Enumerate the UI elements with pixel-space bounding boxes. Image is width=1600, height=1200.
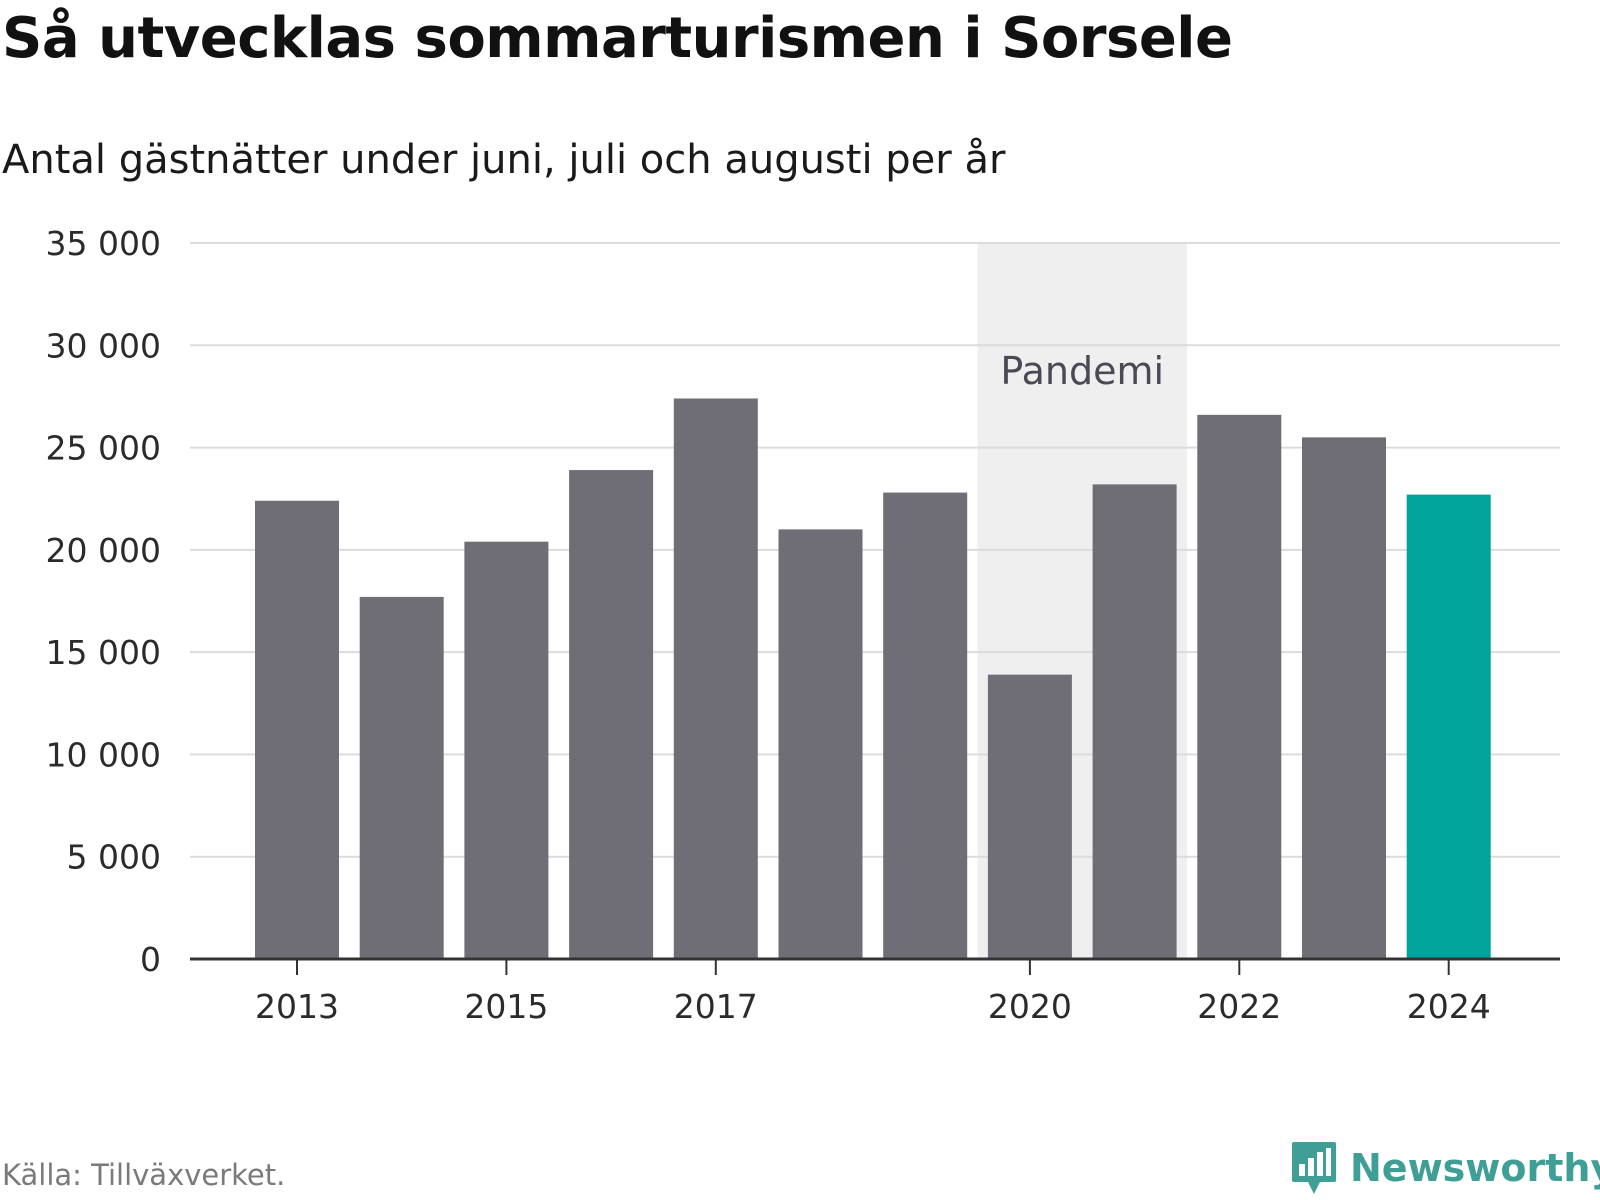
bar-2014 <box>359 596 444 959</box>
y-tick-label: 35 000 <box>46 224 161 263</box>
y-tick-label: 30 000 <box>46 326 161 365</box>
x-tick-label: 2017 <box>674 987 758 1026</box>
y-tick-label: 20 000 <box>46 531 161 570</box>
page-subtitle: Antal gästnätter under juni, juli och au… <box>2 137 1006 183</box>
bar-2024 <box>1406 494 1491 959</box>
brand-logo: Newsworthy <box>1290 1140 1600 1196</box>
x-tick-label: 2013 <box>255 987 339 1026</box>
bar-2016 <box>569 470 654 959</box>
bars <box>255 398 1491 960</box>
x-tick-label: 2020 <box>988 987 1072 1026</box>
y-tick-labels: 0 5 000 10 000 15 000 20 000 25 000 30 000 35 0… <box>46 224 161 979</box>
bar-2021 <box>1092 484 1177 959</box>
bar-2017 <box>673 398 758 960</box>
bar-2023 <box>1302 437 1386 959</box>
bar-2013 <box>255 500 339 959</box>
y-tick-label: 15 000 <box>46 633 161 672</box>
pandemic-band-label: Pandemi <box>1000 349 1164 393</box>
page-title: Så utvecklas sommarturismen i Sorsele <box>2 6 1233 71</box>
x-tick-labels: 2013 2015 2017 2020 2022 2024 <box>255 987 1491 1026</box>
bar-chart-speech-bubble-icon <box>1292 1142 1336 1194</box>
bar-2018 <box>778 529 863 959</box>
y-tick-label: 10 000 <box>46 735 161 774</box>
x-axis <box>190 957 1560 975</box>
y-tick-label: 25 000 <box>46 429 161 468</box>
source-note: Källa: Tillväxverket. <box>2 1158 286 1192</box>
x-tick-label: 2015 <box>464 987 548 1026</box>
bar-2022 <box>1197 414 1282 960</box>
bar-2020 <box>987 674 1072 959</box>
x-tick-label: 2024 <box>1407 987 1491 1026</box>
bar-2015 <box>464 541 549 959</box>
x-tick-label: 2022 <box>1197 987 1281 1026</box>
y-tick-label: 0 <box>140 940 161 979</box>
y-tick-label: 5 000 <box>67 838 161 877</box>
bar-2019 <box>883 492 968 959</box>
brand-name: Newsworthy <box>1350 1146 1600 1190</box>
